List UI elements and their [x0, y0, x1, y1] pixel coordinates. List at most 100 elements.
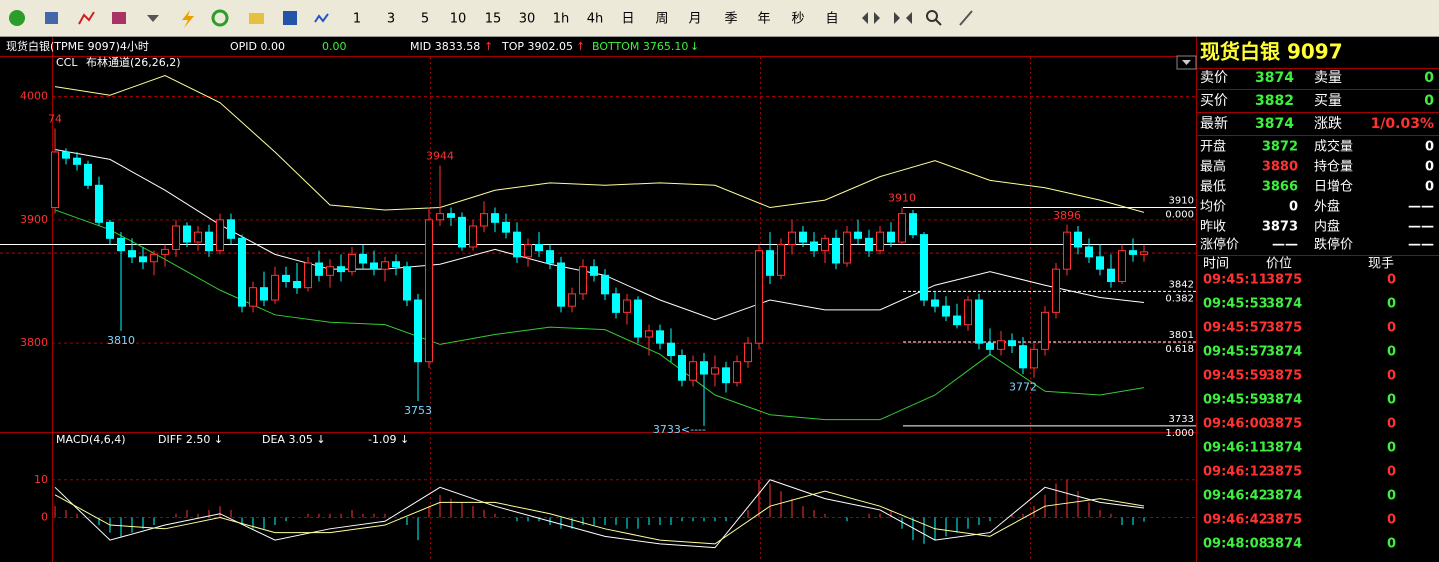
- quote-title: 现货白银 9097: [1200, 40, 1343, 64]
- candle-body: [612, 293, 620, 313]
- quote-value: ——: [1408, 200, 1434, 215]
- period-button[interactable]: 季: [724, 12, 737, 27]
- price-annotation: 3753: [404, 404, 432, 417]
- trade-price: 3874: [1266, 297, 1302, 312]
- candle-body: [1118, 250, 1126, 283]
- candle-body: [546, 250, 554, 264]
- trade-time: 09:48:08: [1203, 537, 1268, 552]
- candle-body: [502, 221, 510, 233]
- candle-body: [1107, 268, 1115, 283]
- macd-value: -1.09 ↓: [368, 433, 409, 446]
- period-button[interactable]: 3: [387, 12, 395, 27]
- quote-value: 0: [1424, 93, 1434, 109]
- quote-value: 0: [1289, 200, 1298, 215]
- candle-body: [656, 330, 664, 344]
- candle-body: [1019, 345, 1027, 369]
- quote-label: 昨收: [1200, 220, 1226, 235]
- list-icon[interactable]: [45, 12, 58, 24]
- candle-body: [865, 237, 873, 252]
- candle-body: [733, 361, 741, 384]
- candle-body: [403, 266, 411, 301]
- dropdown-icon[interactable]: [147, 15, 159, 22]
- candle-body: [623, 299, 631, 313]
- macd-tick-label: 10: [34, 473, 48, 486]
- period-button[interactable]: 自: [825, 12, 838, 27]
- candle-body: [326, 266, 334, 276]
- quote-value: 3872: [1262, 140, 1298, 155]
- candle-body: [788, 231, 796, 246]
- candle-body: [282, 274, 290, 283]
- fib-value: 3801: [1169, 330, 1194, 341]
- period-button[interactable]: 秒: [791, 12, 804, 27]
- period-button[interactable]: 30: [519, 12, 536, 27]
- period-button[interactable]: 5: [421, 12, 429, 27]
- candle-body: [1030, 348, 1038, 369]
- period-button[interactable]: 4h: [587, 12, 604, 27]
- candle-body: [887, 231, 895, 243]
- trade-price: 3875: [1266, 321, 1302, 336]
- fib-ratio: 0.618: [1165, 344, 1194, 355]
- candle-body: [337, 266, 345, 273]
- trade-time: 09:45:53: [1203, 297, 1268, 312]
- zoom-icon[interactable]: [862, 12, 880, 24]
- indicator-label: 布林通道(26,26,2): [86, 55, 181, 69]
- candle-body: [678, 355, 686, 381]
- open-icon[interactable]: [249, 13, 264, 24]
- quote-value: 3882: [1255, 93, 1294, 109]
- candle-body: [953, 315, 961, 326]
- candle-body: [304, 262, 312, 289]
- trade-qty: 0: [1387, 537, 1396, 552]
- period-button[interactable]: 1h: [553, 12, 570, 27]
- quote-value: ——: [1408, 238, 1434, 253]
- quote-value: 3874: [1255, 116, 1294, 132]
- trade-qty: 0: [1387, 297, 1396, 312]
- shrink-icon[interactable]: [894, 12, 912, 24]
- candle-body: [117, 237, 125, 252]
- refresh-icon[interactable]: [211, 9, 229, 27]
- candle-body: [227, 219, 235, 239]
- candle-body: [964, 299, 972, 326]
- quote-value: 0: [1425, 160, 1434, 175]
- period-button[interactable]: 1: [353, 12, 361, 27]
- period-button[interactable]: 日: [621, 12, 634, 27]
- period-button[interactable]: 月: [688, 12, 701, 27]
- quote-label: 最新: [1200, 116, 1228, 132]
- candle-body: [359, 253, 367, 264]
- candle-body: [106, 221, 114, 239]
- draw-icon[interactable]: [959, 10, 973, 26]
- candle-body: [491, 213, 499, 223]
- flash-icon[interactable]: [182, 10, 194, 28]
- fib-value: 3842: [1169, 279, 1194, 290]
- line-icon[interactable]: [78, 11, 95, 25]
- period-button[interactable]: 10: [450, 12, 467, 27]
- trade-time: 09:46:42: [1203, 489, 1268, 504]
- candle-body: [799, 231, 807, 243]
- candle-body: [392, 261, 400, 268]
- search-icon[interactable]: [926, 10, 938, 22]
- bollinger-upper: [54, 74, 1145, 213]
- quote-label: 日增仓: [1314, 180, 1353, 195]
- candle-body: [997, 340, 1005, 350]
- period-button[interactable]: 周: [655, 12, 668, 27]
- wave-icon[interactable]: [314, 13, 329, 23]
- save-icon[interactable]: [283, 11, 297, 25]
- back-icon[interactable]: [9, 10, 25, 26]
- search-handle: [935, 19, 942, 26]
- price-annotation: 3810: [107, 334, 135, 347]
- period-button[interactable]: 15: [485, 12, 502, 27]
- candle-body: [425, 219, 433, 363]
- trade-time: 09:45:57: [1203, 345, 1268, 360]
- trade-price: 3875: [1266, 369, 1302, 384]
- trade-price: 3875: [1266, 513, 1302, 528]
- candle-body: [766, 250, 774, 276]
- kline-icon[interactable]: [112, 12, 126, 24]
- candle-body: [260, 287, 268, 301]
- quote-value: 0: [1424, 70, 1434, 86]
- candle-body: [51, 151, 59, 208]
- candle-body: [1085, 246, 1093, 258]
- candle-body: [931, 299, 939, 307]
- trade-time: 09:46:00: [1203, 417, 1268, 432]
- period-button[interactable]: 年: [757, 12, 770, 27]
- candle-body: [579, 266, 587, 295]
